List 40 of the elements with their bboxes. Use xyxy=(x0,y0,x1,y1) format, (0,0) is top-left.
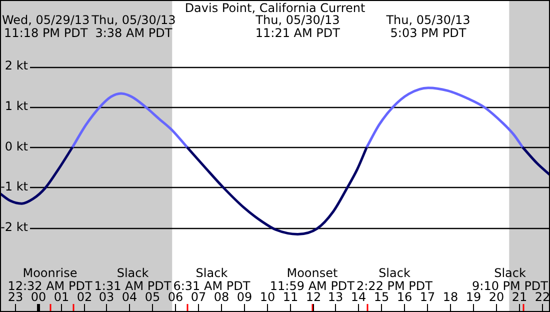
x-tick-label: 00 xyxy=(30,290,46,304)
x-tick-label: 05 xyxy=(144,290,160,304)
x-tick-label: 15 xyxy=(374,290,390,304)
x-tick-label: 18 xyxy=(442,290,458,304)
annotation: Thu, 05/30/13 3:38 AM PDT xyxy=(90,13,176,40)
annotation: Moonset 11:59 AM PDT xyxy=(270,266,356,293)
annotation: Slack 6:31 AM PDT xyxy=(173,266,251,293)
annotation: Slack 9:10 PM PDT xyxy=(472,266,549,293)
x-tick-label: 10 xyxy=(260,290,276,304)
x-tick-label: 08 xyxy=(214,290,230,304)
x-tick-label: 16 xyxy=(396,290,412,304)
y-tick-label: 1 kt xyxy=(4,98,28,113)
x-tick-label: 09 xyxy=(236,290,252,304)
x-tick-label: 01 xyxy=(54,290,70,304)
x-tick-label: 11 xyxy=(282,290,298,304)
annotation: Wed, 05/29/13 11:18 PM PDT xyxy=(2,13,90,40)
x-tick-label: 04 xyxy=(122,290,138,304)
x-tick-label: 22 xyxy=(534,290,550,304)
annotation: Moonrise 12:32 AM PDT xyxy=(8,266,93,293)
x-tick-label: 06 xyxy=(168,290,184,304)
annotation: Thu, 05/30/13 11:21 AM PDT xyxy=(254,13,341,40)
x-tick-label: 23 xyxy=(8,290,24,304)
y-tick-label: -2 kt xyxy=(0,220,28,234)
annotation: Slack 1:31 AM PDT xyxy=(94,266,172,293)
annotation: Slack 2:22 PM PDT xyxy=(356,266,434,293)
x-tick-label: 17 xyxy=(420,290,436,304)
y-tick-label: 0 kt xyxy=(4,139,28,154)
x-tick-label: 07 xyxy=(190,290,206,304)
chart-title: Davis Point, California Current xyxy=(184,1,366,15)
annotation: Thu, 05/30/13 5:03 PM PDT xyxy=(385,13,470,40)
x-tick-label: 20 xyxy=(488,290,504,304)
x-tick-label: 12 xyxy=(306,290,322,304)
x-tick-label: 19 xyxy=(466,290,482,304)
x-tick-label: 02 xyxy=(76,290,92,304)
x-tick-label: 13 xyxy=(328,290,344,304)
x-tick-label: 14 xyxy=(350,290,366,304)
x-tick-label: 21 xyxy=(512,290,528,304)
y-tick-label: 2 kt xyxy=(4,58,28,73)
y-tick-label: -1 kt xyxy=(0,180,28,194)
x-tick-label: 03 xyxy=(98,290,114,304)
